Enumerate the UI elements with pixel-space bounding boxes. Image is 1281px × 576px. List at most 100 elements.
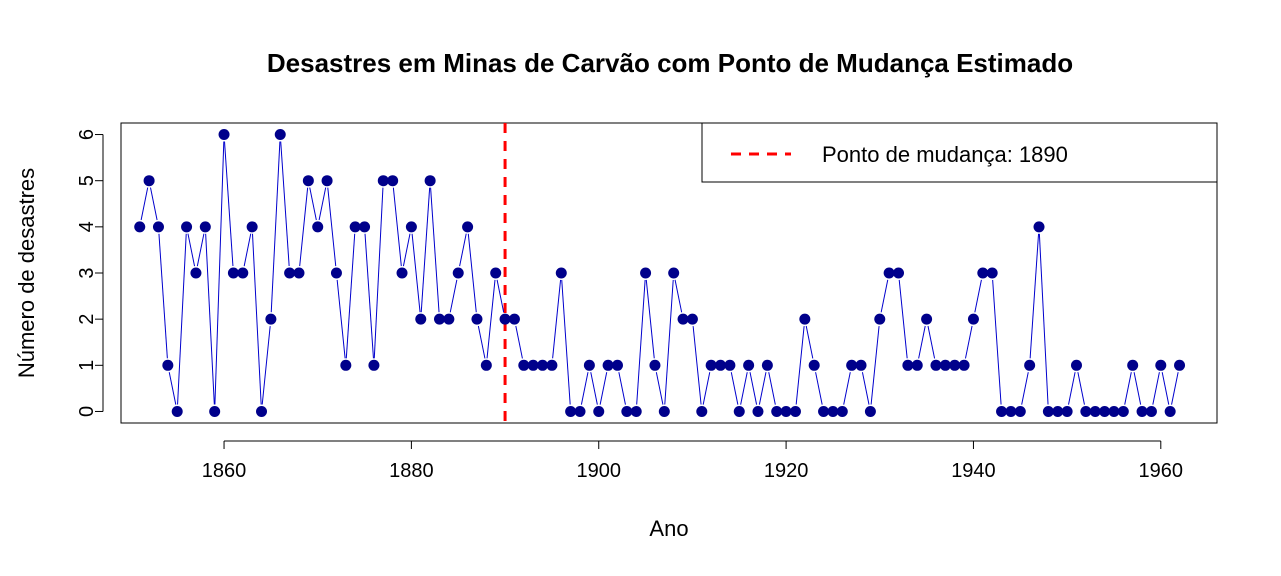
data-point <box>949 359 961 371</box>
series-line-segment <box>402 233 411 267</box>
data-point <box>1033 221 1045 233</box>
data-point <box>349 221 361 233</box>
data-point <box>696 405 708 417</box>
data-point <box>996 405 1008 417</box>
data-point <box>1099 405 1111 417</box>
data-point <box>921 313 933 325</box>
data-point <box>621 405 633 417</box>
data-point <box>237 267 249 279</box>
data-point <box>874 313 886 325</box>
data-point <box>799 313 811 325</box>
series-line-segment <box>552 279 562 359</box>
series-line-segment <box>411 233 421 313</box>
data-point <box>565 405 577 417</box>
series-line-segment <box>664 279 674 405</box>
series-line-segment <box>692 326 702 405</box>
data-point <box>1070 359 1082 371</box>
data-point <box>677 313 689 325</box>
series-line-segment <box>140 187 149 221</box>
data-point <box>312 221 324 233</box>
data-point <box>1089 405 1101 417</box>
data-point <box>1117 405 1129 417</box>
series-line-segment <box>243 233 252 267</box>
data-point <box>1014 405 1026 417</box>
y-axis: 0 1 2 3 4 5 6 <box>76 129 104 417</box>
x-tick-label: 1880 <box>389 460 434 482</box>
data-point <box>986 267 998 279</box>
series-line-segment <box>702 372 711 405</box>
series-line-segment <box>636 279 646 405</box>
series-line-segment <box>1152 372 1160 405</box>
data-point <box>377 175 389 187</box>
data-point <box>789 405 801 417</box>
y-tick-label: 5 <box>76 175 98 186</box>
series-line-segment <box>515 325 523 359</box>
data-point <box>209 405 221 417</box>
series-line-segment <box>758 372 767 405</box>
data-point <box>911 359 923 371</box>
data-point <box>368 359 380 371</box>
data-point <box>134 221 146 233</box>
data-point <box>143 175 155 187</box>
series-line-segment <box>280 141 290 267</box>
series-line-segment <box>918 325 926 359</box>
data-point <box>499 313 511 325</box>
data-point <box>537 359 549 371</box>
series-line-segment <box>150 187 158 221</box>
data-point <box>443 313 455 325</box>
x-axis-label: Ano <box>649 516 688 541</box>
series-line-segment <box>645 279 655 359</box>
series-line-segment <box>318 187 327 221</box>
series-line-segment <box>496 279 505 313</box>
series-line-segment <box>805 325 814 359</box>
data-point <box>846 359 858 371</box>
series-line-segment <box>590 372 598 405</box>
data-point <box>602 359 614 371</box>
data-point <box>958 359 970 371</box>
series-line-segment <box>992 279 1002 405</box>
data-point <box>939 359 951 371</box>
x-axis: 1860 1880 1900 1920 1940 1960 <box>202 440 1183 482</box>
data-point <box>743 359 755 371</box>
data-point <box>715 359 727 371</box>
series-line-segment <box>1133 372 1142 405</box>
data-point <box>1127 359 1139 371</box>
data-point <box>181 221 193 233</box>
series-line-segment <box>861 372 870 405</box>
series-line-segment <box>1124 372 1132 405</box>
y-tick-label: 2 <box>76 314 98 325</box>
data-point <box>1080 405 1092 417</box>
y-tick-label: 6 <box>76 129 98 140</box>
data-point <box>555 267 567 279</box>
series-line-segment <box>477 325 486 359</box>
data-point <box>340 359 352 371</box>
data-point <box>649 359 661 371</box>
data-point <box>640 267 652 279</box>
series-line-segment <box>327 187 337 267</box>
series-line-segment <box>1171 372 1179 405</box>
series-line-segment <box>187 233 196 267</box>
data-point <box>883 267 895 279</box>
data-point <box>771 405 783 417</box>
series-line-segment <box>1077 372 1085 405</box>
series-line-segment <box>486 279 496 359</box>
series-line-segment <box>795 326 805 405</box>
data-point <box>480 359 492 371</box>
data-point <box>855 359 867 371</box>
data-point <box>1145 405 1157 417</box>
data-point <box>902 359 914 371</box>
y-tick-label: 1 <box>76 360 98 371</box>
x-tick-label: 1940 <box>951 460 996 482</box>
data-point <box>724 359 736 371</box>
series-line-segment <box>270 141 281 313</box>
series-line-segment <box>196 233 205 267</box>
data-point <box>705 359 717 371</box>
data-point <box>546 359 558 371</box>
data-point <box>1061 405 1073 417</box>
data-point <box>396 267 408 279</box>
data-point <box>930 359 942 371</box>
data-point <box>162 359 174 371</box>
data-point <box>462 221 474 233</box>
data-point <box>424 175 436 187</box>
